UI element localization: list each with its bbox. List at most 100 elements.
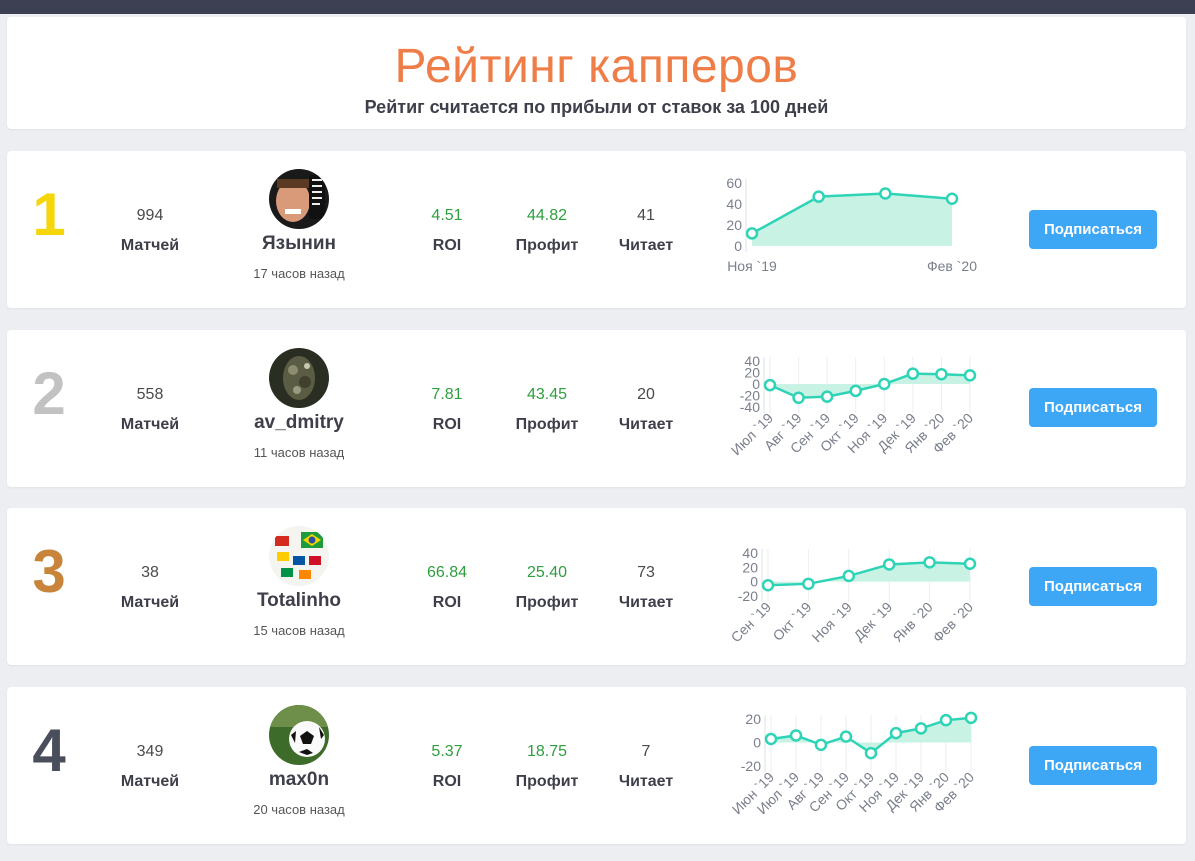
last-activity: 15 часов назад [253,623,345,638]
roi-label: ROI [432,237,462,254]
followers-label: Читает [618,594,674,611]
followers-value: 7 [641,743,651,760]
matches-value: 349 [136,743,164,760]
matches-stat: 38 Матчей [100,564,200,612]
matches-value: 38 [141,564,159,581]
x-tick-label: Фев `20 [927,258,977,274]
profit-stat: 44.82 Профит [497,207,597,255]
matches-stat: 558 Матчей [100,386,200,434]
followers-label: Читает [618,773,674,790]
x-tick-label: Окт `19 [769,599,814,644]
subscribe-button[interactable]: Подписаться [1029,210,1157,249]
x-tick-label: Ноя `19 [727,258,777,274]
page-subtitle: Рейтиг считается по прибыли от ставок за… [364,97,829,117]
subscribe-button[interactable]: Подписаться [1029,746,1157,785]
subscribe-button[interactable]: Подписаться [1029,567,1157,606]
y-tick-label: 60 [726,175,742,191]
data-point [945,192,959,205]
tipster-row: 4 349 Матчей max0n 20 часов назад 5.37 R… [7,687,1186,844]
rank-number: 3 [32,538,66,605]
y-tick-label: 20 [745,711,761,727]
data-point [814,738,828,752]
y-tick-label: 0 [734,238,742,254]
x-tick-label: Дек `19 [850,599,895,644]
username[interactable]: Totalinho [256,590,342,611]
roi-value: 5.37 [431,743,463,760]
roi-stat: 7.81 ROI [397,386,497,434]
user-block: max0n 20 часов назад [234,705,364,817]
subscribe-button[interactable]: Подписаться [1029,388,1157,427]
last-activity: 20 часов назад [253,802,345,817]
data-point [923,556,936,569]
username[interactable]: max0n [268,769,330,790]
data-point [879,187,892,200]
matches-label: Матчей [120,594,180,611]
matches-stat: 349 Матчей [100,743,200,791]
y-tick-label: -20 [738,588,758,604]
page-title: Рейтинг капперов [394,40,799,93]
data-point [764,732,778,746]
followers-value: 41 [637,207,655,224]
soccer-ball-avatar[interactable] [269,705,329,765]
followers-value: 20 [637,386,655,403]
y-tick-label: 40 [744,353,760,369]
data-point [842,569,856,583]
followers-label: Читает [618,237,674,254]
data-point [761,579,775,592]
y-tick-label: -20 [741,758,761,774]
followers-stat: 20 Читает [596,386,696,434]
data-point [939,713,953,727]
followers-stat: 41 Читает [596,207,696,255]
data-point [882,558,896,571]
roi-value: 4.51 [431,207,463,224]
followers-stat: 73 Читает [596,564,696,612]
roi-label: ROI [432,773,462,790]
y-tick-label: 20 [742,559,758,575]
y-tick-label: 0 [753,735,761,751]
profit-label: Профит [515,594,579,611]
profit-stat: 18.75 Профит [497,743,597,791]
series-line [751,192,953,235]
profit-value: 18.75 [526,743,568,760]
matches-label: Матчей [120,237,180,254]
matches-stat: 994 Матчей [100,207,200,255]
data-point [878,377,891,391]
data-point [745,227,759,240]
user-block: av_dmitry 11 часов назад [234,348,364,460]
roi-stat: 5.37 ROI [397,743,497,791]
data-point [963,557,977,570]
matches-label: Матчей [120,416,180,433]
profit-label: Профит [515,773,579,790]
profit-value: 44.82 [526,207,568,224]
username[interactable]: av_dmitry [254,412,344,433]
data-point [935,367,948,381]
tipster-row: 1 994 Матчей Язынин 17 часов назад 4.51 … [7,151,1186,308]
matches-value: 994 [136,207,164,224]
matches-value: 558 [136,386,164,403]
page-header: Рейтинг капперов Рейтиг считается по при… [7,17,1186,129]
flags-collage-avatar[interactable] [269,526,329,586]
rank-number: 2 [32,360,66,427]
y-tick-label: 20 [744,365,760,381]
data-point [763,378,777,392]
profit-chart: 0 20 40 60 Ноя `19 Фев `20 [726,175,977,274]
series-area [768,562,970,586]
data-point [906,367,920,380]
series-line [767,561,971,587]
camouflage-soldier-avatar[interactable] [269,348,329,408]
profit-value: 43.45 [526,386,568,403]
data-point [864,746,878,760]
user-block: Totalinho 15 часов назад [234,526,364,638]
rank-number: 1 [32,181,66,248]
y-tick-label: 20 [726,217,742,233]
meme-face-avatar[interactable] [269,169,329,229]
data-point [849,384,862,398]
data-point [820,390,834,403]
x-tick-label: Фев `20 [929,599,976,646]
username[interactable]: Язынин [262,233,336,254]
followers-stat: 7 Читает [596,743,696,791]
y-tick-label: 0 [750,574,758,590]
series-area [752,193,952,246]
